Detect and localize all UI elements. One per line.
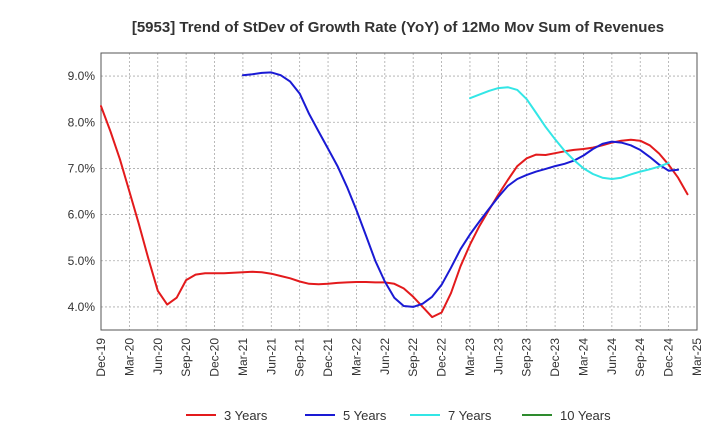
- series-line-3-years: [100, 105, 689, 319]
- x-tick-label: Sep-24: [633, 338, 647, 377]
- legend: 3 Years 5 Years 7 Years 10 Years: [186, 408, 611, 423]
- y-tick-label: 6.0%: [68, 208, 96, 222]
- x-tick-label: Jun-21: [264, 338, 278, 375]
- legend-label: 3 Years: [224, 408, 268, 423]
- x-tick-label: Jun-20: [151, 338, 165, 375]
- series-line-5-years: [241, 71, 680, 308]
- y-tick-label: 7.0%: [68, 161, 96, 175]
- x-tick-label: Dec-22: [435, 338, 449, 377]
- x-tick-label: Jun-22: [378, 338, 392, 375]
- x-tick-label: Dec-20: [208, 338, 222, 377]
- x-tick-label: Sep-20: [179, 338, 193, 377]
- y-tick-label: 5.0%: [68, 254, 96, 268]
- x-tick-label: Dec-19: [94, 338, 108, 377]
- x-tick-label: Mar-24: [576, 338, 590, 376]
- plot-area-border: [100, 52, 698, 331]
- grid: [100, 53, 698, 330]
- x-tick-label: Sep-22: [406, 338, 420, 377]
- x-tick-label: Mar-22: [349, 338, 363, 376]
- x-tick-label: Mar-25: [690, 338, 704, 376]
- x-tick-label: Sep-23: [520, 338, 534, 377]
- x-tick-label: Jun-23: [491, 338, 505, 375]
- chart-title: [5953] Trend of StDev of Growth Rate (Yo…: [132, 19, 664, 36]
- x-tick-label: Dec-23: [548, 338, 562, 377]
- legend-label: 5 Years: [343, 408, 387, 423]
- legend-label: 7 Years: [448, 408, 492, 423]
- x-tick-label: Dec-24: [662, 338, 676, 377]
- x-tick-label: Jun-24: [605, 338, 619, 375]
- axes: 4.0% 5.0% 6.0% 7.0% 8.0% 9.0% Dec-19 Mar-20 Jun-…: [68, 52, 704, 377]
- x-tick-label: Dec-21: [321, 338, 335, 377]
- series-lines: [100, 71, 689, 319]
- x-tick-label: Mar-23: [463, 338, 477, 376]
- y-tick-label: 9.0%: [68, 69, 96, 83]
- series-line-7-years: [469, 86, 670, 180]
- x-tick-label: Mar-21: [236, 338, 250, 376]
- y-tick-label: 4.0%: [68, 300, 96, 314]
- legend-label: 10 Years: [560, 408, 611, 423]
- x-tick-label: Sep-21: [293, 338, 307, 377]
- x-tick-label: Mar-20: [122, 338, 136, 376]
- y-tick-label: 8.0%: [68, 115, 96, 129]
